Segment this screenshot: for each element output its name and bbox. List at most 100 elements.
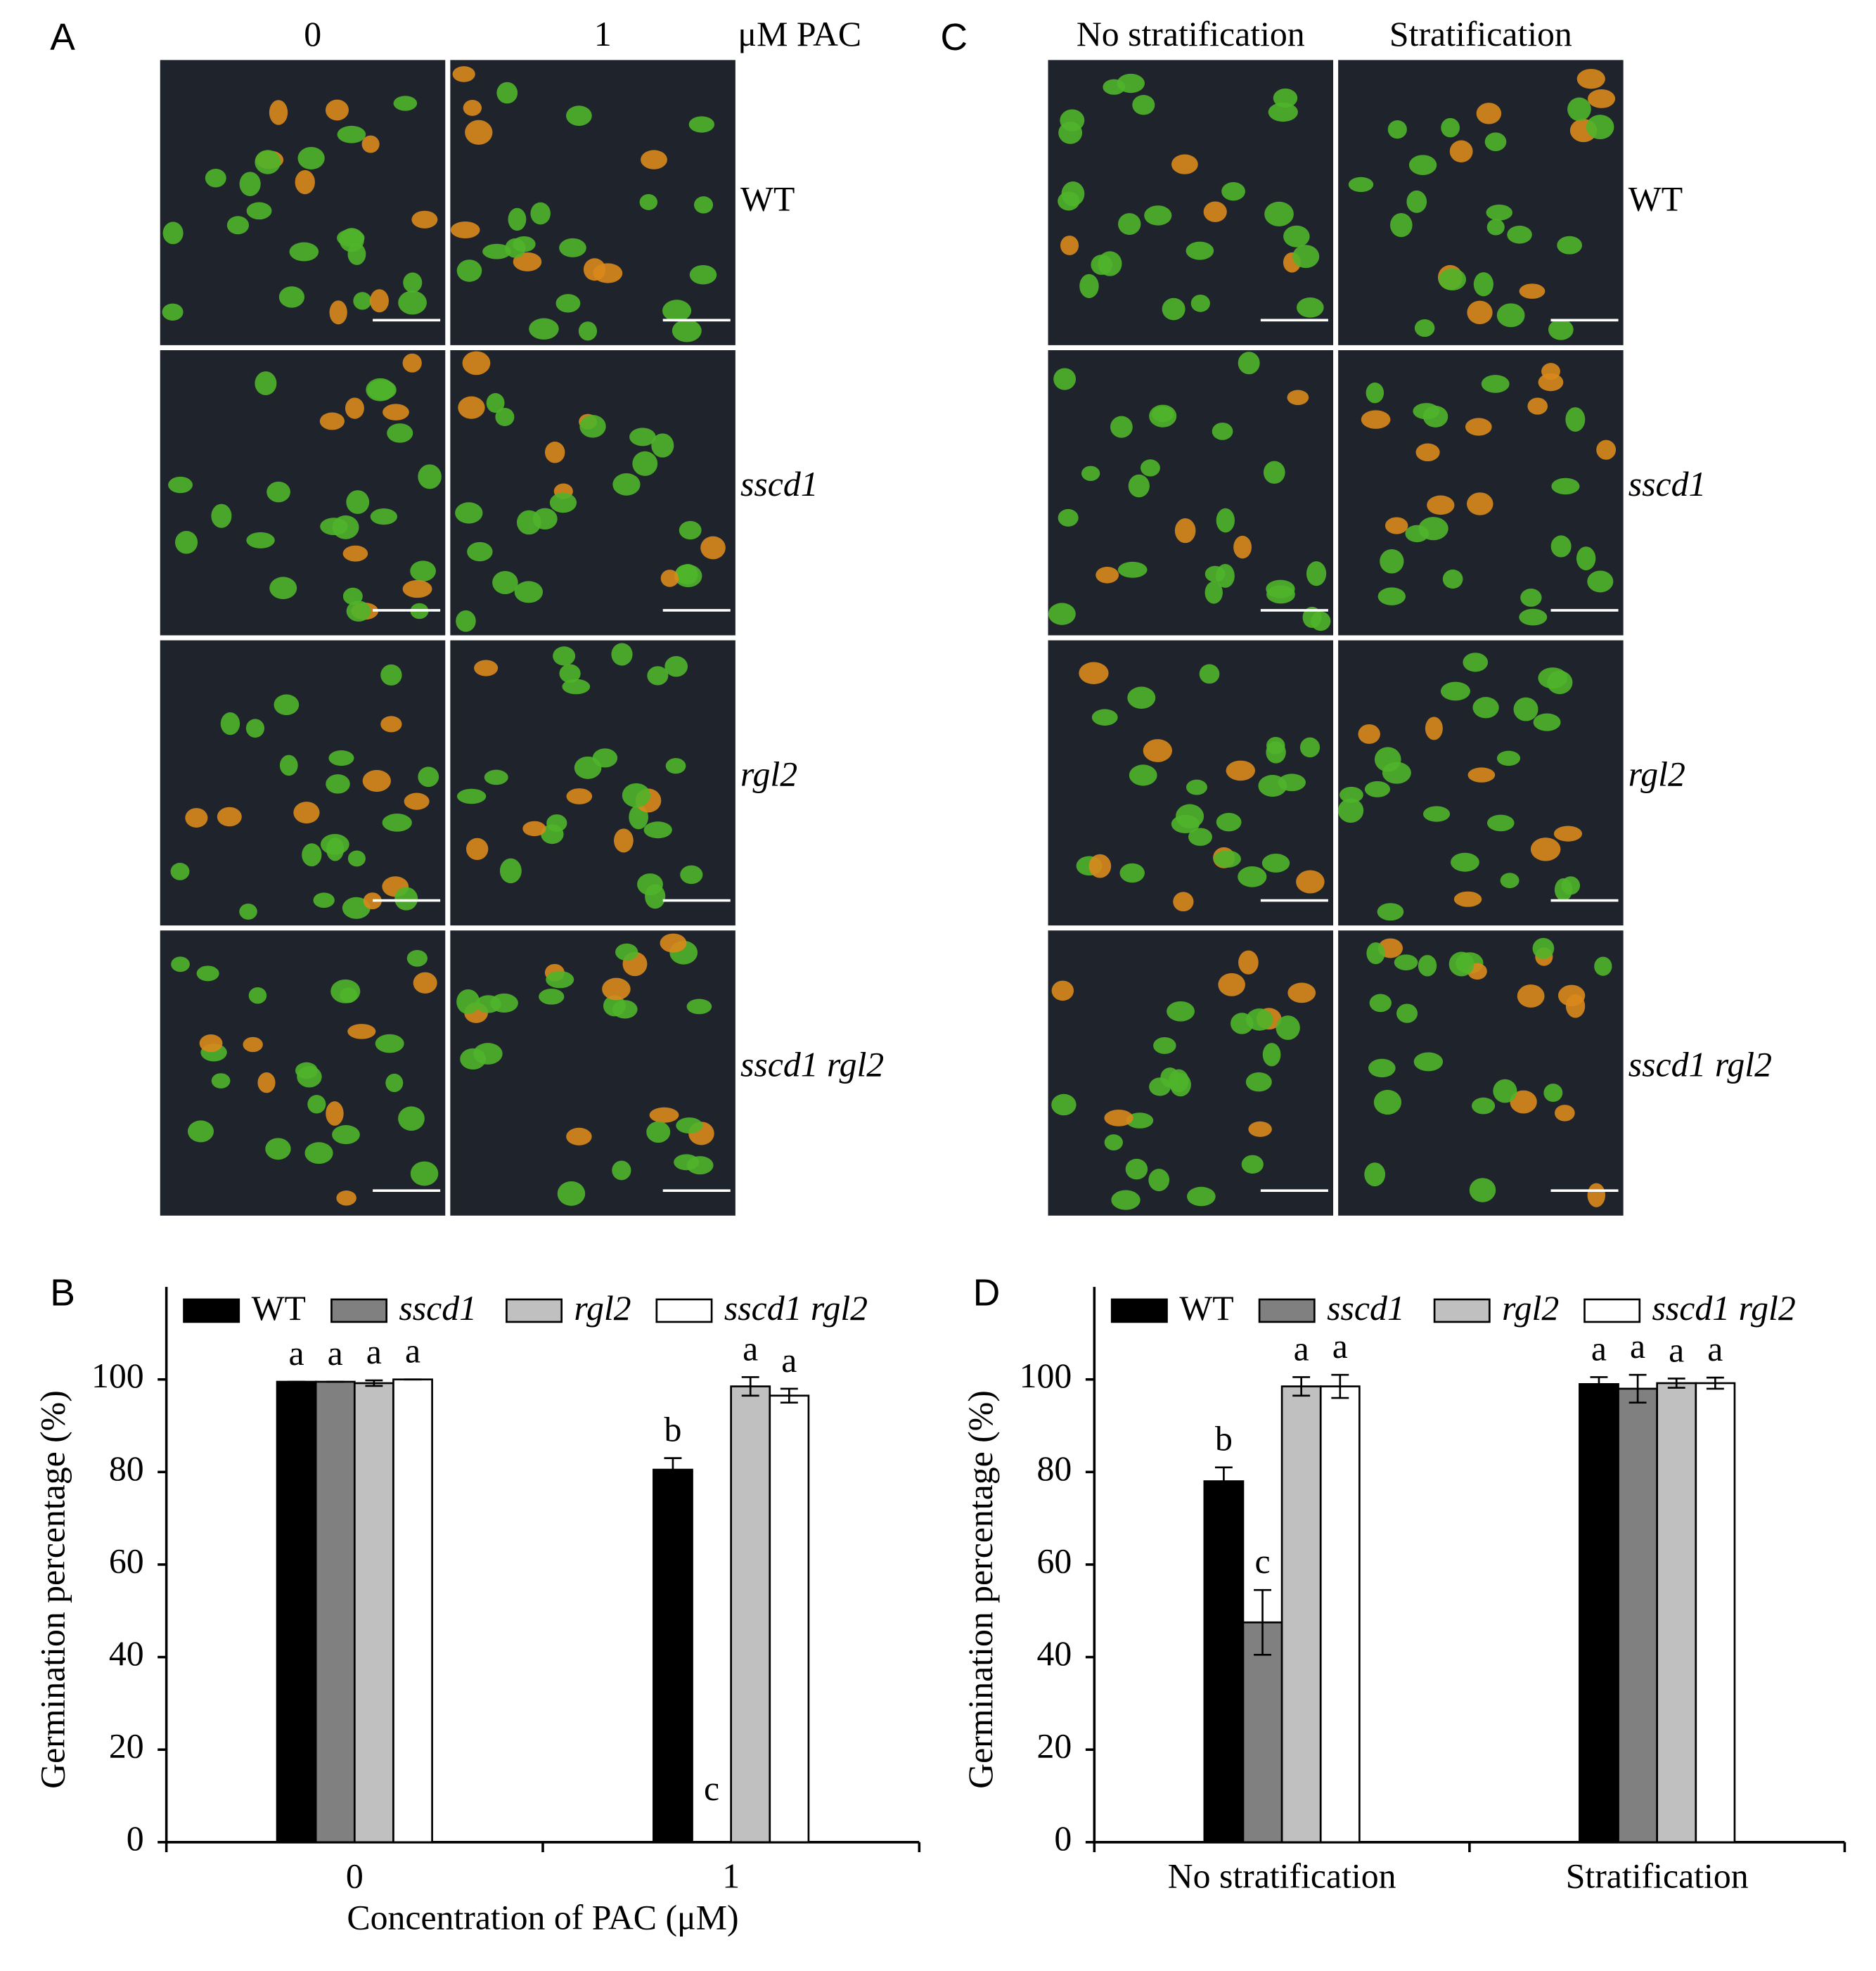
seedling bbox=[217, 807, 242, 827]
seedling bbox=[1187, 1186, 1216, 1207]
seedling bbox=[328, 750, 354, 766]
seedling bbox=[1548, 319, 1574, 340]
seedling bbox=[1132, 94, 1155, 115]
seedling bbox=[1418, 517, 1448, 541]
seedling bbox=[1427, 495, 1455, 515]
unit-label: μM PAC bbox=[738, 15, 861, 53]
seedling bbox=[686, 999, 712, 1015]
seedling bbox=[394, 887, 418, 911]
seedling bbox=[1348, 176, 1374, 193]
x-tick-label: 0 bbox=[346, 1857, 364, 1896]
seedling bbox=[1287, 390, 1309, 406]
column-label: 1 bbox=[594, 15, 612, 53]
seedling bbox=[664, 656, 688, 677]
panel-letter: B bbox=[50, 1273, 75, 1314]
legend-swatch bbox=[506, 1298, 563, 1323]
seedling bbox=[393, 96, 418, 111]
seedling bbox=[1061, 181, 1085, 207]
seedling bbox=[462, 351, 491, 375]
seedling bbox=[1079, 274, 1099, 298]
seedling bbox=[411, 210, 438, 229]
seedling bbox=[1096, 566, 1119, 584]
row-label: sscd1 rgl2 bbox=[1628, 1045, 1772, 1084]
y-axis-label: Germination percentage (%) bbox=[961, 1390, 1000, 1789]
bar bbox=[1617, 1387, 1659, 1844]
seedling bbox=[346, 490, 370, 514]
seedling bbox=[555, 294, 581, 313]
significance-letter: b bbox=[664, 1410, 682, 1449]
seedling bbox=[1221, 182, 1245, 201]
seedling bbox=[1162, 297, 1186, 321]
seedling bbox=[1144, 205, 1172, 226]
seedling bbox=[1473, 272, 1493, 297]
seedling bbox=[418, 464, 442, 489]
seedling bbox=[579, 415, 606, 438]
row-label: WT bbox=[740, 180, 795, 219]
seedling bbox=[1394, 954, 1418, 970]
seedling bbox=[367, 380, 397, 400]
seedling bbox=[1216, 508, 1235, 533]
seedling bbox=[660, 933, 687, 953]
seedling bbox=[1527, 397, 1548, 415]
seedling bbox=[1553, 826, 1583, 842]
significance-letter: a bbox=[1707, 1330, 1723, 1368]
seedling bbox=[1373, 1089, 1402, 1115]
seedling bbox=[546, 970, 574, 989]
seedling bbox=[211, 1073, 231, 1089]
error-bar bbox=[664, 1457, 682, 1482]
seedling bbox=[1266, 579, 1295, 598]
seedling bbox=[1368, 1058, 1396, 1078]
seedling bbox=[1058, 121, 1083, 144]
y-tick-label: 60 bbox=[109, 1541, 144, 1580]
seedling bbox=[662, 300, 692, 322]
seedling bbox=[1415, 443, 1440, 462]
seedling bbox=[1339, 786, 1363, 803]
seedling bbox=[1472, 1097, 1496, 1115]
seedling bbox=[546, 814, 567, 832]
seedling bbox=[544, 442, 565, 463]
seedling bbox=[380, 716, 402, 733]
seedling bbox=[1119, 863, 1145, 883]
significance-letter: a bbox=[743, 1329, 758, 1368]
seedling bbox=[1481, 375, 1510, 393]
seedling bbox=[622, 783, 651, 808]
seedling bbox=[326, 1101, 344, 1126]
seedling bbox=[463, 100, 482, 116]
seedling bbox=[1188, 828, 1212, 846]
seedling bbox=[1533, 713, 1561, 731]
seedling bbox=[1238, 950, 1259, 975]
error-bar bbox=[1706, 1376, 1724, 1390]
seedling bbox=[347, 1024, 376, 1039]
seedling bbox=[383, 404, 409, 420]
seedling bbox=[1262, 1043, 1281, 1067]
significance-letter: a bbox=[1630, 1327, 1645, 1366]
seedling bbox=[1111, 1190, 1141, 1210]
seedling bbox=[269, 100, 288, 125]
seedling bbox=[1266, 741, 1286, 764]
seedling bbox=[1241, 1155, 1264, 1174]
seedling bbox=[1530, 837, 1561, 861]
seedling bbox=[278, 286, 304, 308]
y-tick-label: 60 bbox=[1037, 1541, 1072, 1580]
significance-letter: a bbox=[1332, 1327, 1348, 1366]
seedling bbox=[410, 1161, 439, 1186]
seedling bbox=[456, 259, 482, 282]
seedling bbox=[265, 1138, 291, 1160]
seedling bbox=[1051, 1093, 1077, 1116]
seedling bbox=[1469, 1178, 1496, 1202]
seedling bbox=[1238, 352, 1260, 375]
seedling bbox=[1413, 1052, 1444, 1072]
column-label: Stratification bbox=[1389, 15, 1572, 53]
seedling bbox=[1472, 697, 1499, 719]
y-axis-label: Germination percentage (%) bbox=[34, 1390, 72, 1789]
seedling bbox=[679, 520, 702, 540]
seedling bbox=[1128, 474, 1150, 498]
seedling bbox=[1173, 892, 1194, 912]
seedling bbox=[347, 850, 366, 867]
seedling bbox=[1167, 1001, 1195, 1022]
seedling bbox=[1098, 251, 1122, 276]
seedling bbox=[339, 228, 364, 252]
seedling bbox=[1268, 102, 1298, 122]
seedling bbox=[1361, 410, 1391, 429]
seedling bbox=[499, 858, 522, 884]
